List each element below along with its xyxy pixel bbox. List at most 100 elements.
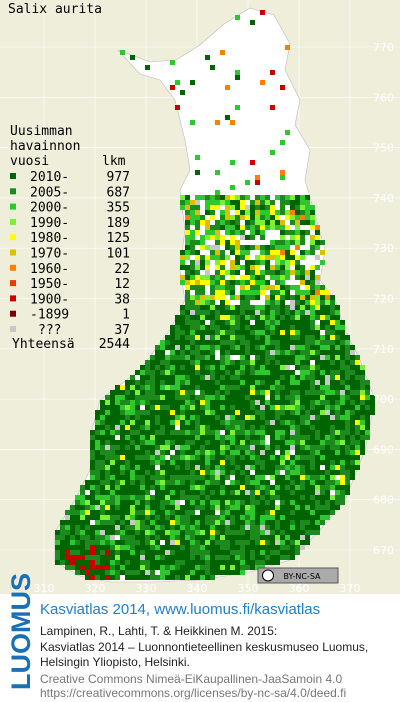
map-cell: [220, 350, 225, 355]
map-cell: [360, 370, 365, 375]
map-cell: [195, 455, 200, 460]
map-cell: [345, 450, 350, 455]
map-cell: [260, 490, 265, 495]
map-cell: [210, 295, 215, 300]
map-cell: [245, 420, 250, 425]
map-cell: [165, 550, 170, 555]
map-cell: [195, 195, 200, 200]
map-cell: [270, 265, 275, 270]
map-cell: [340, 455, 345, 460]
map-cell: [205, 345, 210, 350]
map-cell: [290, 295, 295, 300]
map-cell: [270, 240, 275, 245]
map-cell: [295, 360, 300, 365]
map-cell: [225, 320, 230, 325]
map-cell: [235, 510, 240, 515]
map-cell: [100, 505, 105, 510]
map-cell: [240, 390, 245, 395]
map-cell: [355, 360, 360, 365]
map-cell: [285, 305, 290, 310]
map-cell: [315, 445, 320, 450]
map-cell: [320, 415, 325, 420]
map-cell: [275, 440, 280, 445]
map-cell: [235, 370, 240, 375]
map-cell: [180, 480, 185, 485]
map-cell: [150, 505, 155, 510]
map-cell: [180, 510, 185, 515]
map-cell: [210, 420, 215, 425]
map-cell: [295, 550, 300, 555]
map-cell: [220, 210, 225, 215]
map-cell: [150, 360, 155, 365]
map-cell: [215, 290, 220, 295]
map-cell: [300, 235, 305, 240]
map-cell: [175, 420, 180, 425]
map-cell: [90, 460, 95, 465]
map-cell: [205, 245, 210, 250]
map-cell: [305, 480, 310, 485]
map-cell: [130, 455, 135, 460]
map-cell: [195, 465, 200, 470]
map-cell: [315, 500, 320, 505]
map-cell: [305, 485, 310, 490]
map-cell: [245, 380, 250, 385]
map-cell: [250, 550, 255, 555]
map-cell: [280, 140, 285, 145]
map-cell: [210, 325, 215, 330]
map-cell: [195, 395, 200, 400]
map-cell: [245, 265, 250, 270]
map-cell: [150, 370, 155, 375]
map-cell: [295, 545, 300, 550]
map-cell: [135, 515, 140, 520]
map-cell: [360, 380, 365, 385]
map-cell: [235, 325, 240, 330]
map-cell: [245, 255, 250, 260]
legend-label: ???: [38, 323, 61, 338]
map-cell: [160, 395, 165, 400]
map-cell: [285, 455, 290, 460]
map-cell: [215, 265, 220, 270]
map-cell: [100, 570, 105, 575]
map-cell: [245, 210, 250, 215]
map-cell: [135, 535, 140, 540]
map-cell: [220, 365, 225, 370]
map-cell: [255, 345, 260, 350]
map-cell: [140, 445, 145, 450]
map-cell: [230, 315, 235, 320]
map-cell: [235, 295, 240, 300]
map-cell: [325, 440, 330, 445]
map-cell: [190, 495, 195, 500]
x-tick-label: 320: [85, 582, 106, 595]
map-cell: [95, 490, 100, 495]
map-cell: [210, 430, 215, 435]
map-cell: [340, 450, 345, 455]
map-cell: [90, 540, 95, 545]
map-cell: [205, 480, 210, 485]
map-cell: [290, 375, 295, 380]
map-cell: [165, 445, 170, 450]
map-cell: [165, 530, 170, 535]
map-cell: [180, 420, 185, 425]
map-cell: [180, 395, 185, 400]
map-cell: [275, 335, 280, 340]
map-cell: [185, 315, 190, 320]
map-cell: [255, 305, 260, 310]
map-cell: [115, 405, 120, 410]
map-cell: [195, 375, 200, 380]
map-cell: [355, 380, 360, 385]
map-cell: [350, 375, 355, 380]
map-cell: [345, 410, 350, 415]
map-cell: [150, 425, 155, 430]
map-cell: [90, 475, 95, 480]
map-cell: [280, 310, 285, 315]
map-cell: [200, 525, 205, 530]
map-cell: [170, 500, 175, 505]
map-cell: [150, 395, 155, 400]
map-cell: [300, 345, 305, 350]
map-cell: [275, 255, 280, 260]
map-cell: [190, 515, 195, 520]
map-cell: [160, 370, 165, 375]
map-cell: [310, 290, 315, 295]
map-cell: [350, 445, 355, 450]
map-cell: [255, 295, 260, 300]
